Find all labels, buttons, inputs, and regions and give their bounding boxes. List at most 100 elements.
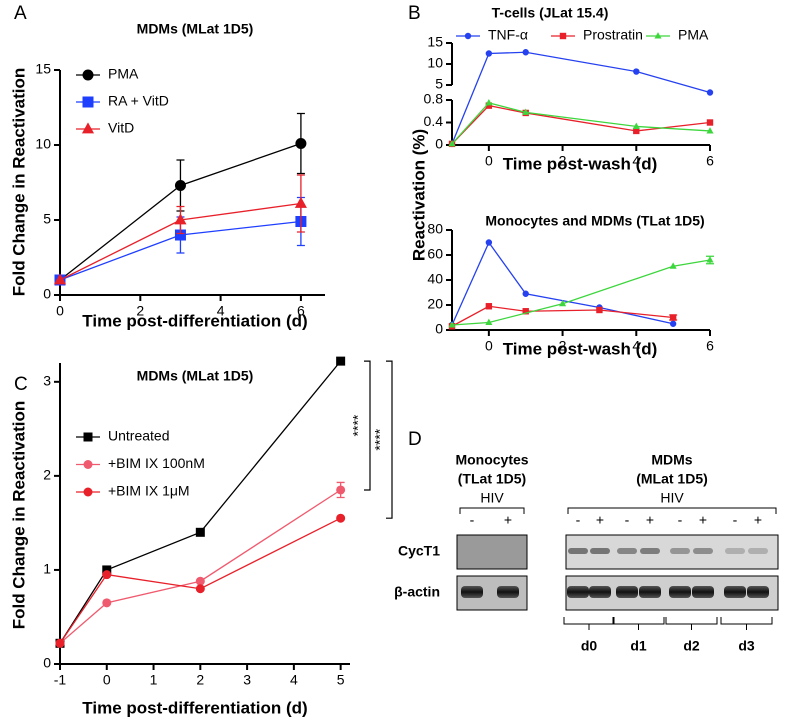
x-tick-label: 4 (290, 672, 298, 688)
day-bracket (612, 617, 665, 630)
marker (632, 122, 640, 129)
series-line (451, 102, 711, 145)
chart-title: Monocytes and MDMs (TLat 1D5) (485, 213, 704, 229)
x-tick-label: 2 (559, 153, 567, 169)
y-tick-label: 1 (43, 561, 51, 577)
series-line (59, 517, 341, 644)
band (747, 586, 769, 598)
band (568, 548, 588, 554)
marker (102, 565, 112, 575)
marker (53, 273, 67, 285)
x-tick-label: 2 (136, 303, 144, 319)
treatment-label: HIV (660, 490, 684, 506)
marker (485, 50, 493, 57)
y-tick-label: 0.4 (424, 113, 444, 129)
day-bracket (665, 617, 718, 630)
series-line (451, 51, 711, 145)
x-tick-label: 4 (632, 338, 640, 354)
x-axis-label: Time post-differentiation (d) (82, 311, 307, 330)
x-tick-label: 6 (297, 303, 305, 319)
marker (448, 140, 456, 147)
band (640, 548, 660, 554)
marker (102, 598, 112, 608)
x-tick-label: 3 (243, 672, 251, 688)
significance-label: **** (350, 414, 366, 436)
legend-marker (83, 460, 93, 469)
legend-label: PMA (678, 27, 709, 43)
x-tick-label: 2 (559, 338, 567, 354)
x-axis-label: Time post-wash (d) (503, 339, 658, 358)
marker (485, 239, 493, 246)
x-axis-label: Time post-wash (d) (503, 154, 658, 173)
marker (633, 127, 640, 135)
marker (485, 318, 493, 326)
group-subtitle: (TLat 1D5) (458, 471, 526, 487)
band (693, 548, 713, 554)
legend-marker (83, 487, 93, 497)
y-tick-label: 15 (427, 34, 443, 50)
marker (559, 299, 567, 307)
x-tick-label: -1 (54, 672, 67, 688)
treatment-bracket (567, 507, 777, 514)
marker (706, 89, 714, 96)
panel-letter: C (14, 374, 28, 395)
lane-label: + (646, 512, 654, 528)
legend-marker (82, 96, 94, 108)
group-subtitle: (MLat 1D5) (636, 471, 708, 487)
marker (706, 256, 714, 263)
series-line (59, 489, 341, 644)
y-tick-label: 20 (427, 296, 443, 312)
y-tick-label: 15 (35, 61, 51, 77)
legend-label: Untreated (108, 428, 169, 444)
band (670, 548, 690, 554)
x-tick-label: 0 (485, 338, 493, 354)
y-tick-label: 0 (43, 286, 51, 302)
y-tick-label: 3 (43, 373, 51, 389)
y-tick-label: 0 (43, 655, 51, 671)
blot-box (456, 534, 528, 570)
legend-marker (464, 32, 472, 40)
marker (706, 119, 714, 126)
marker (195, 527, 205, 537)
band (692, 586, 714, 598)
chart-title: T-cells (JLat 15.4) (492, 5, 609, 21)
y-tick-label: 0.8 (424, 91, 444, 107)
marker (522, 308, 529, 315)
band (748, 548, 768, 554)
lane-label: + (504, 512, 512, 528)
legend-marker (83, 432, 93, 442)
band (669, 586, 691, 598)
band (567, 586, 589, 598)
marker (669, 314, 677, 321)
row-label: CycT1 (398, 543, 440, 559)
lane-label: - (625, 512, 630, 528)
lane-label: + (699, 512, 707, 528)
day-bracket (720, 617, 773, 630)
legend-label: PMA (108, 66, 139, 82)
marker (195, 576, 205, 586)
y-tick-label: 10 (35, 136, 51, 152)
group-title: Monocytes (455, 452, 528, 468)
legend-label: Prostratin (583, 27, 643, 43)
y-tick-label: 80 (427, 221, 443, 237)
significance-label: **** (372, 428, 388, 450)
y-axis-label: Fold Change in Reactivation (9, 68, 28, 297)
marker (55, 638, 65, 648)
x-axis-label: Time post-differentiation (d) (82, 698, 307, 717)
lane-label: - (576, 512, 581, 528)
treatment-label: HIV (480, 490, 504, 506)
marker (336, 513, 346, 523)
marker (522, 49, 529, 56)
legend-marker (654, 32, 662, 39)
x-tick-label: 4 (632, 153, 640, 169)
y-tick-label: 0 (435, 321, 443, 337)
marker (596, 306, 603, 314)
y-tick-label: 40 (427, 271, 443, 287)
marker (294, 196, 307, 208)
legend-label: TNF-α (488, 27, 528, 43)
legend-label: RA + VitD (108, 93, 169, 109)
day-label: d2 (683, 638, 700, 654)
marker (706, 127, 714, 134)
lane-label: - (678, 512, 683, 528)
y-axis-label: Reactivation (%) (409, 129, 428, 261)
